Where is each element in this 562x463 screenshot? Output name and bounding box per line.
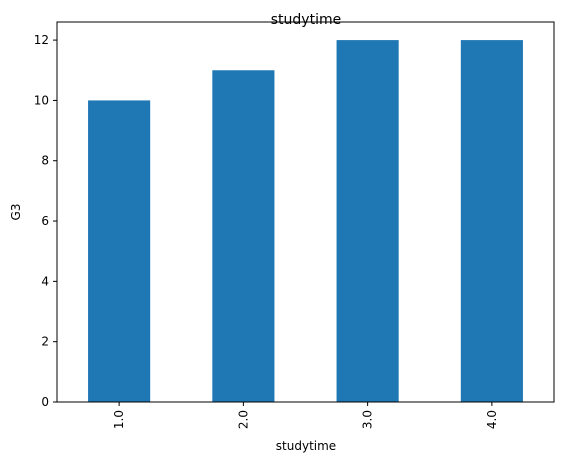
- y-tick-label: 6: [41, 214, 49, 228]
- y-tick-label: 2: [41, 335, 49, 349]
- x-tick-label: 4.0: [485, 410, 499, 429]
- y-tick-label: 0: [41, 395, 49, 409]
- y-tick-label: 8: [41, 154, 49, 168]
- bar-1.0: [88, 100, 151, 403]
- y-axis-ticks: 0 2 4 6 8 10 12: [34, 33, 57, 409]
- y-tick-label: 4: [41, 274, 49, 288]
- x-tick-label: 1.0: [112, 410, 126, 429]
- x-axis-ticks: 1.0 2.0 3.0 4.0: [112, 402, 499, 429]
- y-axis-label: G3: [9, 204, 23, 221]
- bar-4.0: [460, 40, 523, 402]
- x-axis-label: studytime: [276, 439, 336, 453]
- x-tick-label: 3.0: [361, 410, 375, 429]
- bar-2.0: [212, 70, 275, 402]
- bars: [88, 40, 523, 403]
- x-tick-label: 2.0: [236, 410, 250, 429]
- y-tick-label: 12: [34, 33, 49, 47]
- y-tick-label: 10: [34, 93, 49, 107]
- plot-frame: [56, 21, 555, 403]
- bar-3.0: [336, 40, 399, 402]
- chart-title: studytime: [271, 12, 341, 28]
